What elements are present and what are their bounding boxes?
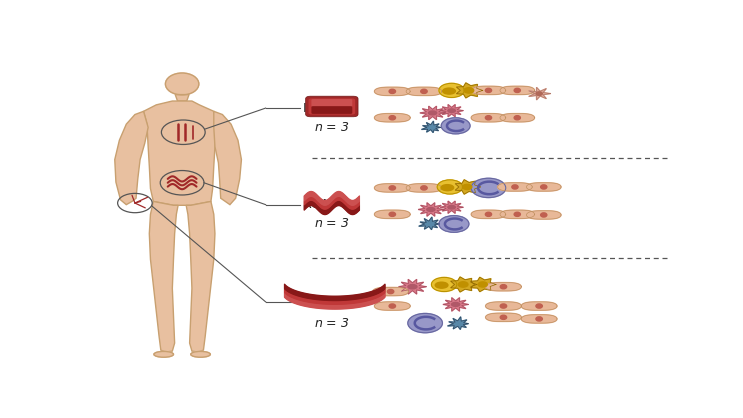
Ellipse shape (437, 180, 463, 194)
Polygon shape (418, 203, 444, 216)
Text: RGA: RGA (303, 198, 330, 211)
Polygon shape (455, 180, 481, 194)
Ellipse shape (432, 278, 457, 292)
Ellipse shape (166, 73, 199, 95)
Polygon shape (500, 210, 534, 219)
Polygon shape (500, 86, 534, 94)
Ellipse shape (478, 282, 487, 287)
Ellipse shape (500, 285, 507, 289)
Polygon shape (471, 114, 506, 122)
Polygon shape (440, 201, 463, 213)
Ellipse shape (389, 89, 395, 94)
Polygon shape (456, 83, 483, 98)
Ellipse shape (389, 116, 395, 120)
Polygon shape (143, 101, 217, 205)
Ellipse shape (452, 303, 460, 306)
Ellipse shape (439, 216, 469, 232)
Ellipse shape (500, 315, 507, 319)
Text: $n$ = 3: $n$ = 3 (314, 121, 350, 134)
Ellipse shape (514, 116, 520, 120)
Ellipse shape (389, 186, 395, 190)
FancyBboxPatch shape (305, 96, 358, 117)
Ellipse shape (448, 206, 455, 209)
Ellipse shape (191, 352, 210, 357)
Ellipse shape (439, 83, 464, 97)
Ellipse shape (514, 88, 520, 92)
Polygon shape (399, 279, 426, 294)
Ellipse shape (408, 285, 417, 289)
Ellipse shape (514, 212, 520, 217)
Ellipse shape (485, 212, 492, 217)
Ellipse shape (421, 89, 427, 94)
Polygon shape (447, 317, 468, 329)
Polygon shape (406, 87, 442, 96)
Ellipse shape (387, 289, 394, 294)
Ellipse shape (536, 304, 542, 308)
Polygon shape (374, 87, 410, 96)
Ellipse shape (389, 304, 395, 308)
Polygon shape (471, 210, 506, 219)
Ellipse shape (541, 213, 547, 217)
Ellipse shape (536, 92, 542, 95)
Polygon shape (114, 111, 148, 205)
Ellipse shape (485, 116, 492, 120)
Polygon shape (420, 106, 445, 120)
Polygon shape (529, 87, 551, 100)
Polygon shape (527, 183, 561, 191)
Polygon shape (443, 298, 468, 311)
Polygon shape (419, 217, 439, 230)
Polygon shape (373, 287, 409, 296)
Ellipse shape (154, 352, 174, 357)
Polygon shape (214, 111, 241, 205)
Text: $n$ = 3: $n$ = 3 (314, 317, 350, 330)
Ellipse shape (448, 109, 455, 112)
Polygon shape (451, 277, 477, 292)
Polygon shape (175, 94, 189, 101)
FancyBboxPatch shape (311, 99, 352, 107)
Ellipse shape (463, 184, 472, 189)
Ellipse shape (536, 317, 542, 321)
FancyBboxPatch shape (308, 98, 355, 115)
Ellipse shape (541, 185, 547, 189)
Polygon shape (486, 302, 522, 310)
Polygon shape (486, 313, 522, 321)
Ellipse shape (441, 118, 470, 134)
Polygon shape (522, 315, 557, 323)
Ellipse shape (512, 185, 518, 189)
Text: RA: RA (303, 296, 319, 308)
Ellipse shape (485, 88, 492, 92)
Ellipse shape (408, 314, 442, 333)
Ellipse shape (464, 88, 474, 93)
Polygon shape (498, 183, 532, 191)
Polygon shape (471, 86, 506, 94)
Polygon shape (440, 104, 463, 117)
Polygon shape (406, 184, 442, 192)
Ellipse shape (421, 186, 427, 190)
Polygon shape (522, 302, 557, 310)
Polygon shape (486, 283, 522, 291)
Ellipse shape (426, 207, 435, 212)
Ellipse shape (389, 212, 395, 217)
Text: ITA: ITA (303, 102, 322, 115)
Polygon shape (186, 201, 215, 352)
Polygon shape (374, 210, 410, 219)
Ellipse shape (500, 304, 507, 308)
FancyBboxPatch shape (311, 106, 352, 114)
Ellipse shape (443, 88, 455, 94)
Polygon shape (374, 184, 410, 192)
Polygon shape (527, 211, 561, 219)
Polygon shape (149, 201, 178, 352)
Ellipse shape (471, 178, 506, 198)
Polygon shape (471, 277, 496, 292)
Text: $n$ = 3: $n$ = 3 (314, 217, 350, 230)
Polygon shape (374, 114, 410, 122)
Ellipse shape (458, 282, 468, 287)
Ellipse shape (429, 111, 437, 115)
Polygon shape (500, 114, 534, 122)
Polygon shape (374, 302, 410, 310)
Ellipse shape (441, 185, 454, 191)
Ellipse shape (435, 282, 448, 288)
Polygon shape (421, 121, 441, 133)
